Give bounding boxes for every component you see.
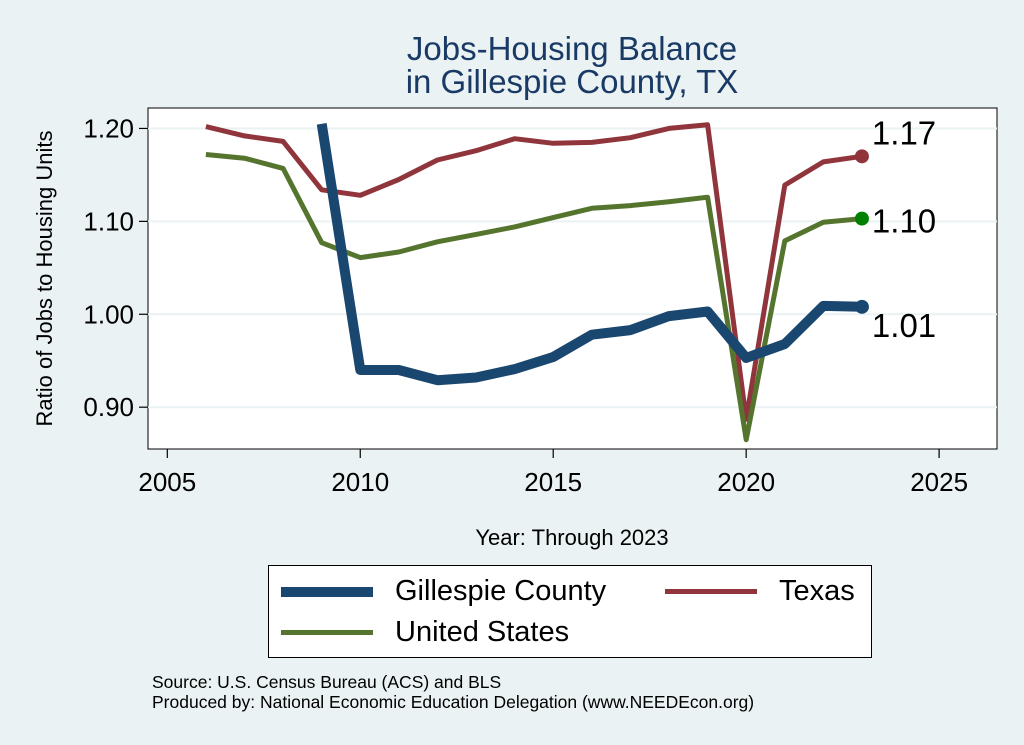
legend-label-texas: Texas <box>779 575 855 607</box>
end-label-gillespie-county: 1.01 <box>872 307 936 344</box>
x-tick-label-3: 2020 <box>717 467 775 497</box>
x-tick-label-2: 2015 <box>524 467 582 497</box>
chart-title-line-1: Jobs-Housing Balance <box>407 30 737 67</box>
y-tick-label-1: 1.00 <box>83 299 134 329</box>
legend: Gillespie County Texas United States <box>268 565 872 658</box>
end-label-texas: 1.17 <box>872 114 936 151</box>
y-tick-label-0: 0.90 <box>83 392 134 422</box>
end-marker-united-states <box>854 211 869 226</box>
legend-item-united-states: United States <box>281 616 569 649</box>
end-marker-texas <box>854 149 869 164</box>
series-line-united-states <box>205 152 863 443</box>
series-lines <box>205 122 869 443</box>
legend-label-united-states: United States <box>395 616 570 648</box>
series-line-texas <box>205 122 863 422</box>
x-axis-title: Year: Through 2023 <box>475 525 668 550</box>
x-tick-label-4: 2025 <box>910 467 968 497</box>
legend-swatch-united-states <box>281 630 373 635</box>
legend-item-gillespie: Gillespie County <box>281 575 606 608</box>
end-marker-gillespie-county <box>854 299 869 314</box>
legend-label-gillespie: Gillespie County <box>395 575 607 607</box>
plot-area <box>147 107 998 450</box>
x-tick-label-0: 2005 <box>138 467 196 497</box>
end-label-united-states: 1.10 <box>872 203 936 240</box>
y-tick-label-3: 1.20 <box>83 113 134 143</box>
axes: 0.90 1.00 1.10 1.20 2005 2010 2015 2020 2025 <box>83 113 968 497</box>
legend-item-texas: Texas <box>665 575 855 608</box>
legend-swatch-gillespie <box>281 586 373 597</box>
producer-note: Produced by: National Economic Education… <box>152 692 755 712</box>
y-axis-title: Ratio of Jobs to Housing Units <box>32 131 57 427</box>
series-line-gillespie-county <box>316 123 863 386</box>
grid-lines <box>148 127 997 409</box>
chart-title-line-2: in Gillespie County, TX <box>406 63 739 100</box>
x-tick-label-1: 2010 <box>331 467 389 497</box>
y-tick-label-2: 1.10 <box>83 206 134 236</box>
source-note: Source: U.S. Census Bureau (ACS) and BLS <box>152 672 502 692</box>
legend-swatch-texas <box>665 589 757 594</box>
